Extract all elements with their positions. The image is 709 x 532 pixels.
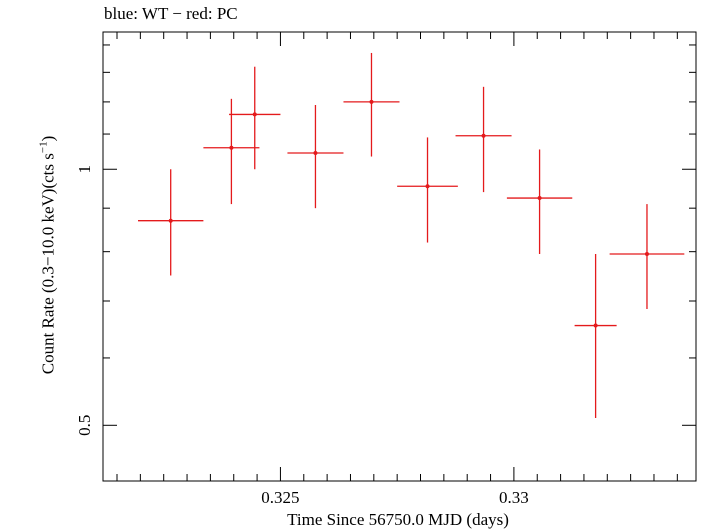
data-marker [644, 251, 649, 256]
y-tick-label: 1 [75, 165, 94, 174]
data-point [138, 169, 204, 276]
data-marker [369, 99, 374, 104]
data-point [506, 149, 573, 254]
x-tick-label: 0.33 [499, 488, 529, 507]
x-axis-label: Time Since 56750.0 MJD (days) [287, 510, 509, 529]
data-marker [229, 145, 234, 150]
data-marker [313, 150, 318, 155]
data-point [397, 137, 458, 243]
axis-ticks: 0.325 0.33 0.5 1 [75, 32, 696, 507]
data-marker [252, 112, 257, 117]
data-point [287, 104, 344, 209]
data-marker [537, 196, 542, 201]
data-point [574, 253, 617, 418]
data-marker [168, 218, 173, 223]
y-tick-label: 0.5 [75, 415, 94, 436]
data-marker [481, 133, 486, 138]
plot-frame [102, 31, 697, 482]
data-point [203, 98, 260, 205]
data-point [455, 86, 512, 193]
data-point [229, 66, 281, 170]
data-marker [425, 184, 430, 189]
data-marker [593, 323, 598, 328]
chart-title: blue: WT − red: PC [104, 4, 238, 23]
data-point [343, 52, 400, 157]
data-point [609, 204, 685, 310]
x-tick-label: 0.325 [261, 488, 299, 507]
data-points [138, 52, 685, 418]
